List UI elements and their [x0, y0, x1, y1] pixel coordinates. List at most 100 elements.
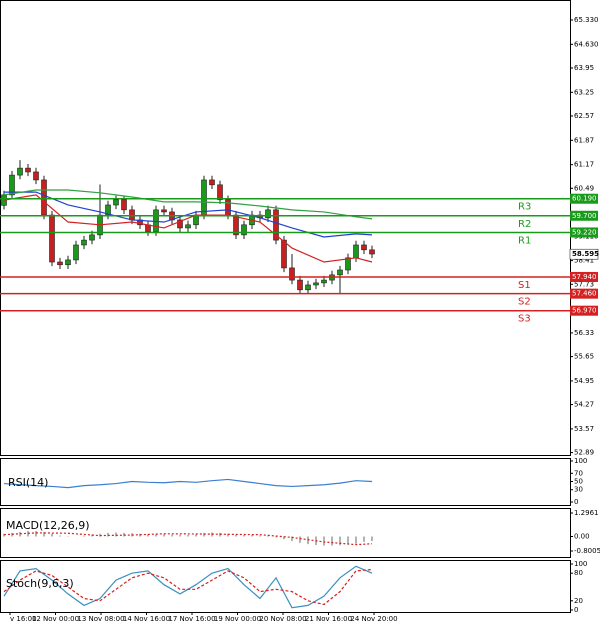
pivot-price: 57.940	[572, 273, 597, 281]
candle-body	[65, 259, 71, 266]
y-tick-label: 80	[574, 569, 583, 577]
y-tick-label: 62.57	[574, 112, 594, 120]
candle-body	[225, 199, 231, 216]
pivot-price: 57.460	[572, 290, 597, 298]
pivot-price-box	[570, 305, 598, 316]
pivot-name: R3	[518, 202, 531, 213]
x-tick-label: 21 Nov 16:00	[305, 615, 352, 623]
y-tick-label: 0.00	[574, 532, 590, 540]
y-tick-label: 52.89	[574, 449, 594, 457]
pivot-name: S2	[518, 297, 531, 308]
y-tick-label: 55.65	[574, 353, 594, 361]
y-tick-label: 61.87	[574, 136, 594, 144]
candle-body	[265, 209, 271, 219]
candle-body	[89, 234, 95, 241]
stoch-panel	[0, 560, 571, 613]
indicator-label: Stoch(9,6,3)	[6, 577, 74, 590]
x-tick-label: 24 Nov 20:00	[350, 615, 397, 623]
candle-body	[217, 184, 223, 201]
x-tick-label: 17 Nov 16:00	[168, 615, 215, 623]
x-tick-label: v 16:00	[10, 615, 37, 623]
candle-body	[337, 269, 343, 276]
candle-body	[313, 282, 319, 286]
pivot-price: 56.970	[572, 307, 597, 315]
indicator-line	[3, 478, 373, 489]
y-tick-label: 54.27	[574, 401, 594, 409]
candle-body	[113, 199, 119, 206]
candle-body	[361, 244, 367, 251]
candle-body	[73, 244, 79, 261]
y-tick-label: 50	[574, 478, 583, 486]
candle-body	[273, 209, 279, 241]
y-tick-label: 53.57	[574, 425, 594, 433]
candle-body	[201, 179, 207, 216]
pivot-price: 59.700	[572, 212, 597, 220]
stoch-signal	[3, 568, 373, 606]
pivot-price-box	[570, 210, 598, 221]
candle-body	[305, 284, 311, 291]
x-tick-label: 12 Nov 00:00	[32, 615, 79, 623]
candle-body	[369, 249, 375, 255]
y-tick-label: 100	[574, 560, 587, 568]
candle-body	[25, 167, 31, 173]
x-tick-label: 20 Nov 08:00	[259, 615, 306, 623]
x-tick-label: 13 Nov 08:00	[77, 615, 124, 623]
candle-body	[57, 261, 63, 266]
y-tick-label: 56.33	[574, 329, 594, 337]
macd-signal	[3, 532, 373, 546]
candle-body	[193, 214, 199, 226]
y-tick-label: -0.8005	[574, 547, 600, 555]
y-tick-label: 1.2961	[574, 509, 599, 517]
pivot-price-box	[570, 271, 598, 282]
candle-body	[289, 267, 295, 281]
candle-body	[185, 224, 191, 229]
pivot-name: S3	[518, 314, 531, 325]
pivot-price-box	[570, 193, 598, 204]
moving-average	[3, 189, 373, 220]
pivot-price-box	[570, 227, 598, 238]
candle-body	[161, 209, 167, 213]
y-tick-label: 58.41	[574, 257, 594, 265]
macd-panel	[0, 508, 571, 558]
candle-body	[241, 224, 247, 236]
y-tick-label: 0	[574, 498, 578, 506]
pivot-name: R1	[518, 235, 531, 246]
y-tick-label: 64.630	[574, 40, 599, 48]
y-tick-label: 20	[574, 597, 583, 605]
candle-body	[177, 219, 183, 229]
candle-body	[345, 257, 351, 271]
pivot-name: R2	[518, 219, 531, 230]
y-tick-label: 63.25	[574, 88, 594, 96]
candle-body	[41, 179, 47, 216]
last-price-box	[569, 248, 599, 260]
pivot-price-box	[570, 288, 598, 299]
pivot-price: 60.190	[572, 195, 597, 203]
candle-body	[81, 239, 87, 246]
y-tick-label: 57.73	[574, 280, 594, 288]
x-tick-label: 19 Nov 00:00	[214, 615, 261, 623]
y-tick-label: 30	[574, 486, 583, 494]
candle-body	[353, 244, 359, 259]
y-tick-label: 0	[574, 606, 578, 614]
pivot-name: S1	[518, 280, 531, 291]
y-tick-label: 54.95	[574, 377, 594, 385]
pivot-price: 59.220	[572, 228, 597, 236]
rsi-panel	[0, 458, 571, 506]
y-tick-label: 60.49	[574, 184, 594, 192]
last-price: 58.595	[572, 250, 599, 258]
candle-body	[121, 199, 127, 211]
candle-body	[281, 239, 287, 269]
y-tick-label: 70	[574, 469, 583, 477]
candle-body	[321, 279, 327, 284]
indicator-label: MACD(12,26,9)	[6, 519, 90, 532]
indicator-label: RSI(14)	[8, 476, 48, 489]
candle-body	[9, 174, 15, 196]
y-tick-label: 63.95	[574, 64, 594, 72]
main-panel	[0, 0, 571, 456]
candle-body	[129, 209, 135, 221]
moving-average	[4, 191, 373, 238]
y-tick-label: 100	[574, 457, 587, 465]
x-tick-label: 14 Nov 16:00	[123, 615, 170, 623]
candle-body	[297, 279, 303, 291]
